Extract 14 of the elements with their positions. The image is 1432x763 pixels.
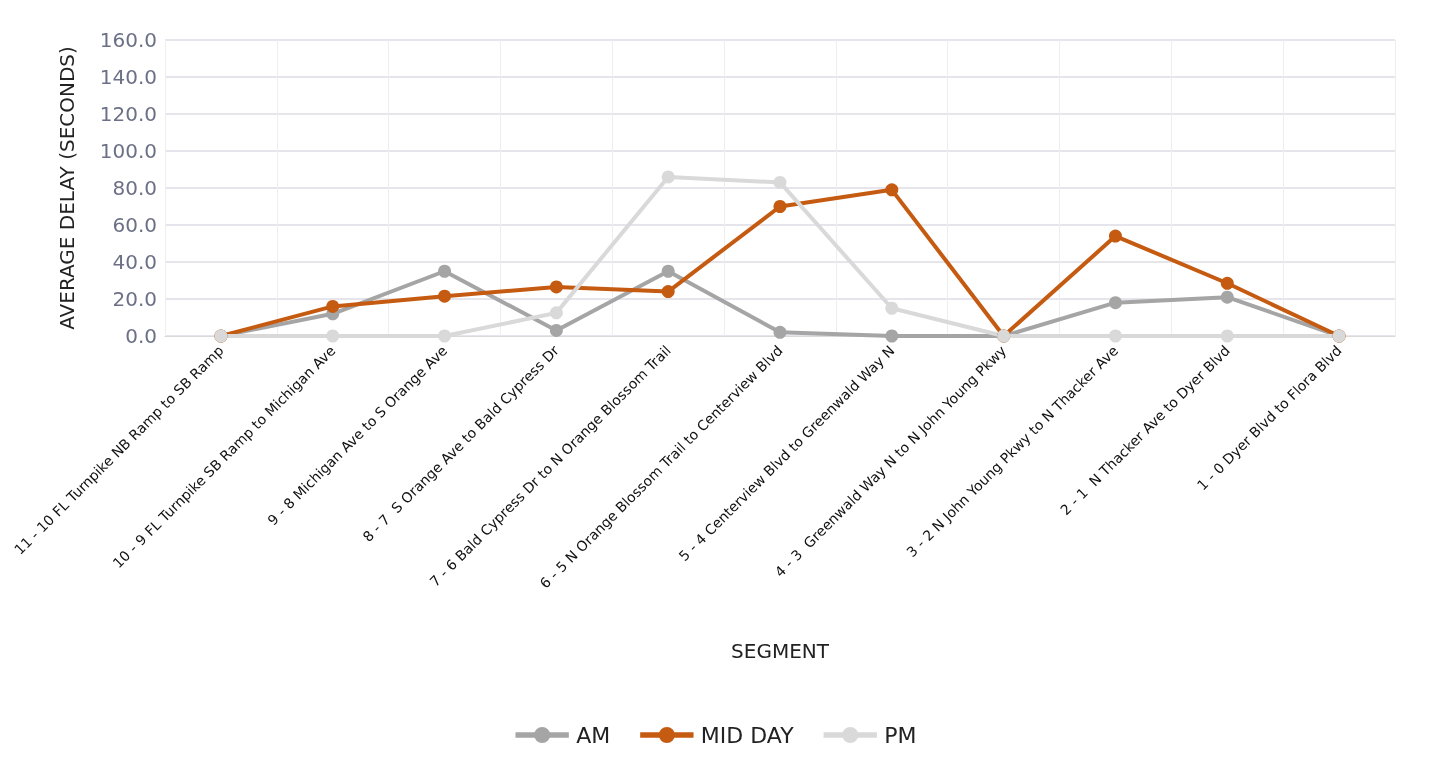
y-tick-label: 100.0	[99, 139, 157, 163]
y-tick-label: 40.0	[112, 250, 157, 274]
legend-label: PM	[884, 722, 917, 748]
legend-label: AM	[576, 722, 611, 748]
y-tick-label: 0.0	[125, 324, 157, 348]
y-tick-label: 160.0	[99, 28, 157, 52]
legend-label: MID DAY	[700, 722, 795, 748]
y-tick-label: 80.0	[112, 176, 157, 200]
y-axis-title: AVERAGE DELAY (SECONDS)	[55, 46, 79, 330]
y-tick-label: 140.0	[99, 65, 157, 89]
y-tick-label: 60.0	[112, 213, 157, 237]
x-axis-title: SEGMENT	[731, 639, 830, 663]
y-tick-label: 20.0	[112, 287, 157, 311]
y-tick-label: 120.0	[99, 102, 157, 126]
